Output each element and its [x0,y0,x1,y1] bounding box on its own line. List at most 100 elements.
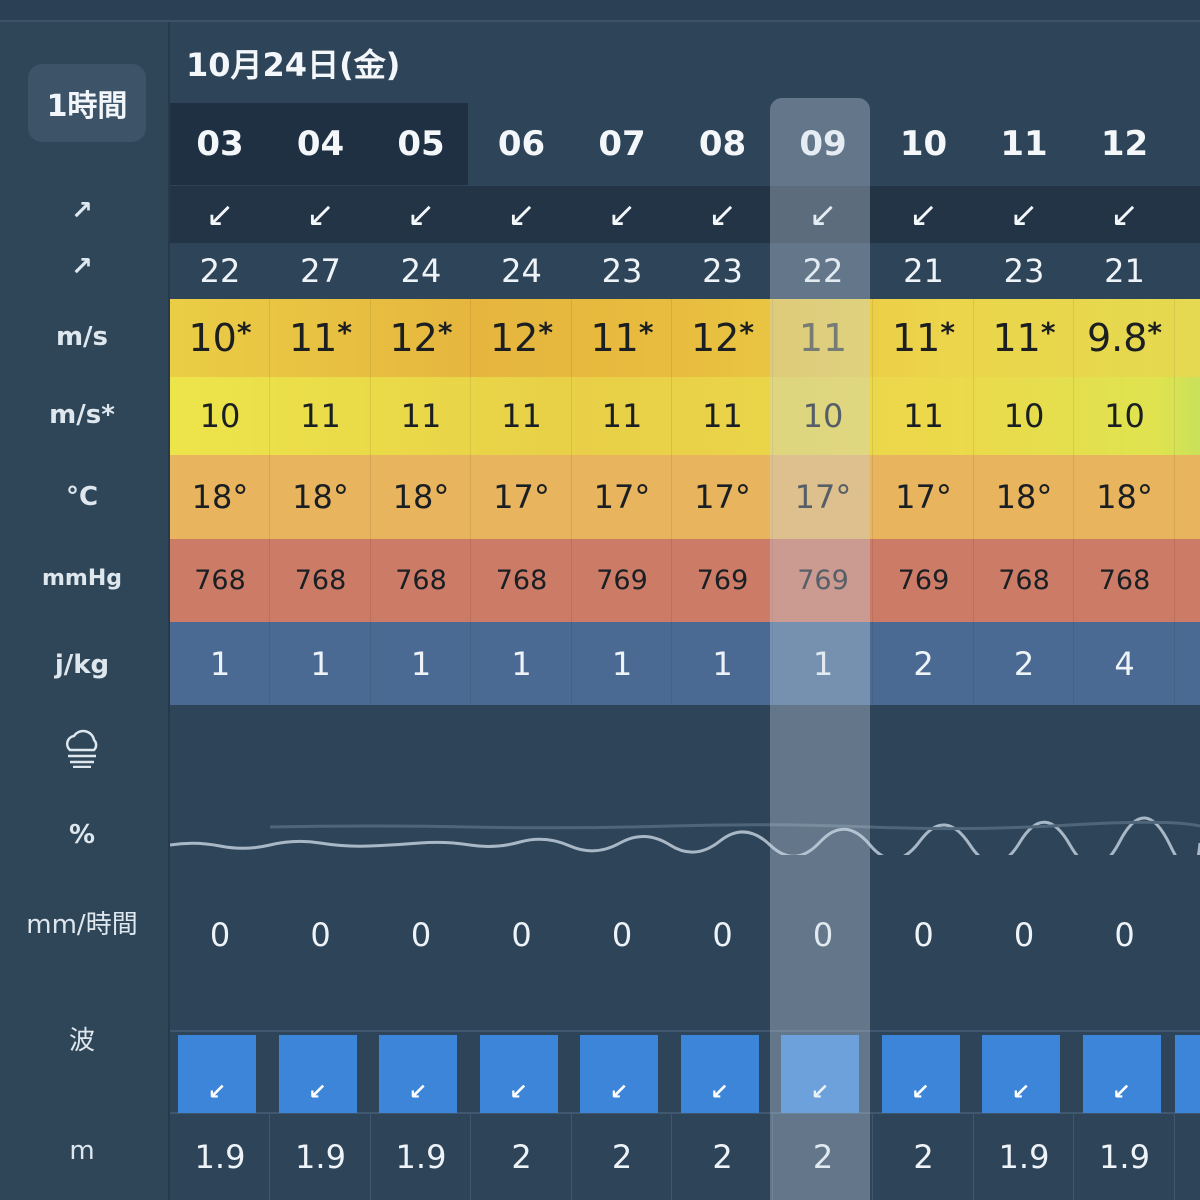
wind-direction-arrow: ↙ [909,194,938,235]
wind-speed: 12 * [371,299,471,377]
precip-value: 0 [812,916,834,954]
temperature-value: 17° [493,478,550,516]
temp-row-bg [170,455,1200,539]
wind-speed-star: * [1147,315,1163,349]
wind-speed-row-bg [170,299,1200,377]
wave-direction-box: ↙ [580,1035,658,1113]
wave-direction-arrow-icon: ↙ [911,1080,930,1105]
column-separator [671,1114,672,1200]
hour-column-04[interactable]: 04 ↙ 27 11 * 11 18° 768 1 0 1.9 ↙ [271,0,371,1200]
wave-direction-box: ↙ [1082,1035,1161,1113]
wave-height-value: 1.9 [395,1138,447,1176]
hour-column-03[interactable]: 03 ↙ 22 10 * 10 18° 768 1 0 1.9 ↙ [170,0,270,1200]
temperature-value: 18° [191,478,249,516]
wind-direction-arrow: ↙ [607,194,637,235]
wave-height-value: 2 [812,1138,834,1176]
hour-column-12[interactable]: 12 ↙ 21 9.8 * 10 18° 768 4 0 1.9 ↙ [1075,0,1175,1200]
wave-direction-arrow-icon: ↙ [1112,1080,1131,1105]
cape-value: 2 [1013,644,1035,683]
wave-direction-box: ↙ [881,1035,960,1113]
wind-speed: 11 * [271,299,371,377]
pressure-value: 768 [998,565,1050,596]
wind-speed: 9.8 * [1075,299,1175,377]
cape-value: 1 [209,644,231,683]
precip-value: 0 [310,916,331,954]
wind-speed-star: * [940,315,955,349]
wind-gust-speed: 11 [601,397,643,435]
wind-speed-star: * [236,315,252,349]
wave-direction-arrow-icon: ↙ [1011,1080,1031,1105]
column-separator [972,1114,974,1200]
gust-value: 23 [601,252,643,290]
wind-speed-number: 11 [590,316,639,360]
wind-gust-speed: 11 [903,397,944,435]
hour-column-06[interactable]: 06 ↙ 24 12 * 11 17° 768 1 0 2 ↙ [472,0,572,1200]
temperature-value: 18° [995,478,1053,516]
hour-column-08[interactable]: 08 ↙ 23 12 * 11 17° 769 1 0 2 ↙ [673,0,773,1200]
hour-label: 10 [899,124,948,164]
pressure-value: 768 [294,565,347,596]
cape-value: 2 [913,644,934,683]
wind-gust-speed: 10 [1003,397,1045,435]
hour-label: 11 [1000,124,1048,164]
wind-gust-speed: 11 [501,397,542,435]
pressure-value: 769 [897,565,950,596]
label-wave-height: m [69,1136,95,1166]
wind-speed-star: * [739,315,754,349]
wind-direction-arrow: ↙ [507,194,536,235]
gust-value: 27 [300,252,341,290]
precip-value: 0 [913,916,934,954]
hour-label: 06 [497,124,546,164]
wave-direction-box: ↙ [680,1035,759,1113]
column-separator [369,299,371,705]
wind-speed-number: 12 [389,316,438,360]
wave-height-value: 2 [712,1138,733,1176]
precip-value: 0 [410,916,432,954]
wind-speed: 11 * [874,299,974,377]
label-precip: mm/時間 [26,910,138,940]
wind-gust-row-bg [170,377,1200,455]
hour-column-11[interactable]: 11 ↙ 23 11 * 10 18° 768 2 0 1.9 ↙ [974,0,1074,1200]
pressure-value: 768 [495,565,548,596]
selected-hour-highlight[interactable] [770,98,870,1200]
wind-direction-icon: ↗ [71,196,93,226]
cape-value: 1 [511,644,532,683]
column-separator [671,299,672,705]
hour-label: 09 [799,124,847,164]
column-separator [1073,1114,1074,1200]
wave-height-value: 2 [511,1138,532,1176]
hour-column-09[interactable]: 09 ↙ 22 11 10 17° 769 1 0 2 ↙ [773,0,873,1200]
wind-direction-arrow: ↙ [808,194,838,235]
temperature-value: 18° [1096,478,1153,516]
column-separator [872,1114,873,1200]
forecast-grid: 03 ↙ 22 10 * 10 18° 768 1 0 1.9 ↙ 04 ↙ 27 11 * 11 18° 768 1 0… [170,0,1200,1200]
wind-direction-arrow: ↙ [1009,194,1039,235]
wave-height-value: 1.9 [1099,1138,1150,1176]
gust-value: 24 [400,252,442,290]
hour-column-10[interactable]: 10 ↙ 21 11 * 11 17° 769 2 0 2 ↙ [874,0,974,1200]
precip-value: 0 [611,916,633,954]
label-temperature: °C [65,482,99,512]
wind-speed-star: * [638,315,654,349]
wave-direction-arrow-icon: ↙ [509,1080,528,1105]
hour-label: 03 [196,124,244,164]
hour-column-07[interactable]: 07 ↙ 23 11 * 11 17° 769 1 0 2 ↙ [572,0,672,1200]
wind-gust-speed: 10 [802,397,844,435]
temperature-value: 18° [292,478,349,516]
interval-button[interactable]: 1時間 [28,64,146,142]
wave-direction-box: ↙ [278,1035,357,1113]
column-separator [570,299,572,705]
hour-label: 12 [1100,124,1149,164]
wave-height-value: 1.9 [295,1138,346,1176]
hour-column-05[interactable]: 05 ↙ 24 12 * 11 18° 768 1 0 1.9 ↙ [371,0,471,1200]
wind-gust-speed: 10 [1104,397,1145,435]
wind-gust-speed: 11 [702,397,743,435]
wave-direction-arrow-icon: ↙ [609,1080,629,1105]
gust-value: 22 [802,252,844,290]
gust-value: 22 [199,252,241,290]
wind-speed-number: 11 [288,316,338,360]
wind-speed-number: 12 [690,316,740,360]
top-bar [0,0,1200,22]
wave-direction-arrow-icon: ↙ [408,1080,428,1105]
wind-speed-number: 11 [891,316,941,360]
